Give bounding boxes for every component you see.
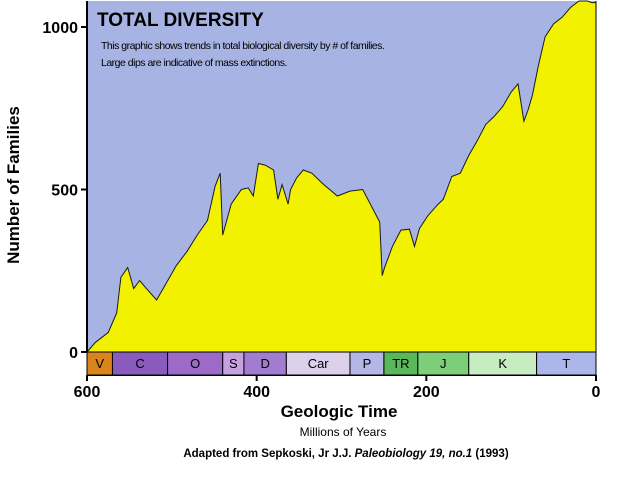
x-tick-label-0: 0 bbox=[592, 384, 601, 401]
x-axis-label: Geologic Time bbox=[281, 402, 398, 421]
period-label-s: S bbox=[229, 356, 238, 371]
diversity-area-series bbox=[85, 0, 597, 353]
credit-journal: Paleobiology 19, no.1 bbox=[355, 448, 473, 460]
period-label-k: K bbox=[498, 356, 507, 371]
x-axis-sublabel: Millions of Years bbox=[300, 425, 387, 439]
period-label-d: D bbox=[260, 356, 269, 371]
chart-title: TOTAL DIVERSITY bbox=[97, 10, 264, 31]
x-tick-label-400: 400 bbox=[243, 384, 270, 401]
y-tick-label-1000: 1000 bbox=[42, 20, 78, 37]
period-label-j: J bbox=[440, 356, 447, 371]
x-tick-label-600: 600 bbox=[74, 384, 101, 401]
x-tick-label-200: 200 bbox=[413, 384, 440, 401]
period-label-t: T bbox=[562, 356, 570, 371]
period-band-t bbox=[536, 351, 597, 376]
period-label-o: O bbox=[190, 356, 200, 371]
credit-suffix: (1993) bbox=[472, 448, 509, 460]
period-label-c: C bbox=[135, 356, 144, 371]
chart-subtitle-line-2: Large dips are indicative of mass extinc… bbox=[101, 57, 287, 69]
y-axis-label: Number of Families bbox=[4, 106, 23, 264]
period-label-car: Car bbox=[308, 356, 330, 371]
source-credit: Adapted from Sepkoski, Jr J.J. Paleobiol… bbox=[183, 448, 508, 460]
chart-subtitle-line-1: This graphic shows trends in total biolo… bbox=[101, 40, 384, 52]
credit-prefix: Adapted from Sepkoski, Jr J.J. bbox=[183, 448, 354, 460]
period-label-p: P bbox=[363, 356, 372, 371]
period-label-tr: TR bbox=[392, 356, 409, 371]
period-label-v: V bbox=[95, 356, 104, 371]
y-tick-label-0: 0 bbox=[69, 345, 78, 362]
y-tick-label-500: 500 bbox=[51, 183, 78, 200]
